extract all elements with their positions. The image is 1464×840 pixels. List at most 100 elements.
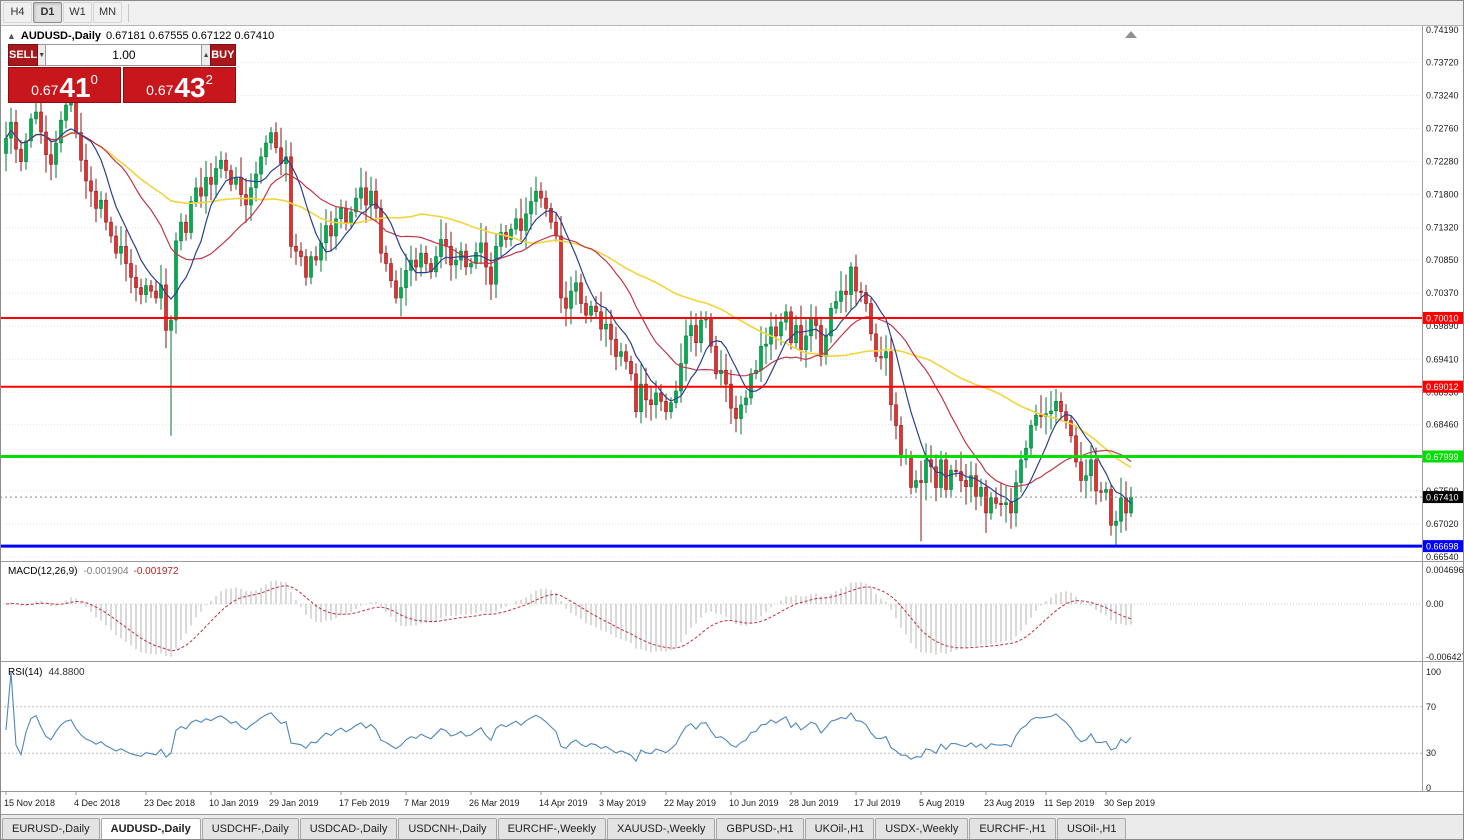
- chart-tabs-bar: EURUSD-,Daily AUDUSD-,Daily USDCHF-,Daily U…: [0, 814, 1464, 840]
- svg-text:22 May 2019: 22 May 2019: [664, 798, 716, 808]
- svg-text:17 Jul 2019: 17 Jul 2019: [854, 798, 901, 808]
- buy-button[interactable]: BUY: [209, 44, 236, 66]
- tab-gbpusd-h1[interactable]: GBPUSD-,H1: [716, 818, 804, 840]
- svg-text:29 Jan 2019: 29 Jan 2019: [269, 798, 319, 808]
- macd-panel-title: MACD(12,26,9) -0.001904 -0.001972: [8, 566, 179, 577]
- tab-usdcnh-daily[interactable]: USDCNH-,Daily: [398, 818, 497, 840]
- tab-audusd-daily[interactable]: AUDUSD-,Daily: [100, 818, 201, 840]
- toolbar-separator: [128, 3, 129, 22]
- moving-average-8: [5, 128, 1132, 504]
- timeframe-d1-button[interactable]: D1: [33, 2, 62, 23]
- svg-text:0.67410: 0.67410: [1426, 493, 1459, 503]
- moving-average-50: [5, 128, 1132, 468]
- chart-shift-icon[interactable]: [1125, 31, 1137, 38]
- svg-text:0.67020: 0.67020: [1426, 519, 1459, 529]
- one-click-trading-panel: SELL ▼ ▲ BUY 0.67 41 0 0.67 43 2: [8, 44, 236, 103]
- svg-text:0.004696: 0.004696: [1426, 565, 1464, 575]
- svg-text:7 Mar 2019: 7 Mar 2019: [404, 798, 450, 808]
- svg-text:26 Mar 2019: 26 Mar 2019: [469, 798, 520, 808]
- buy-price-prefix: 0.67: [146, 82, 174, 98]
- date-axis: 15 Nov 2018 4 Dec 2018 23 Dec 2018 10 Jan 2…: [4, 791, 1155, 808]
- volume-input[interactable]: [45, 44, 203, 66]
- tab-ukoil-h1[interactable]: UKOil-,H1: [804, 818, 875, 840]
- tab-usoil-h1[interactable]: USOil-,H1: [1056, 818, 1127, 840]
- svg-text:0.73720: 0.73720: [1426, 57, 1459, 67]
- sell-price-main: 41: [59, 72, 91, 104]
- chart-title: ▲ AUDUSD-,Daily 0.67181 0.67555 0.67122 …: [7, 30, 274, 42]
- timeframe-buttons: H4 D1 W1 MN: [3, 2, 123, 23]
- axis-price-label: 0.70010: [1423, 311, 1464, 324]
- chart-background: [0, 26, 1464, 814]
- svg-text:0.66540: 0.66540: [1426, 552, 1459, 562]
- tab-usdchf-daily[interactable]: USDCHF-,Daily: [201, 818, 299, 840]
- svg-text:0.73240: 0.73240: [1426, 90, 1459, 100]
- candles[interactable]: [4, 89, 1133, 546]
- macd-signal-value: -0.001972: [133, 566, 179, 577]
- svg-text:28 Jun 2019: 28 Jun 2019: [789, 798, 839, 808]
- axis-price-label: 0.69012: [1423, 380, 1464, 393]
- svg-text:23 Aug 2019: 23 Aug 2019: [984, 798, 1035, 808]
- svg-text:100: 100: [1426, 667, 1441, 677]
- svg-text:0.00: 0.00: [1426, 599, 1444, 609]
- svg-text:0.69410: 0.69410: [1426, 354, 1459, 364]
- sell-price-prefix: 0.67: [31, 82, 59, 98]
- tab-eurusd-daily[interactable]: EURUSD-,Daily: [2, 818, 100, 840]
- tab-usdx-weekly[interactable]: USDX-,Weekly: [875, 818, 969, 840]
- volume-decrease-button[interactable]: ▼: [38, 44, 46, 66]
- tab-usdcad-daily[interactable]: USDCAD-,Daily: [299, 818, 398, 840]
- svg-text:0.72280: 0.72280: [1426, 157, 1459, 167]
- macd-indicator-name: MACD(12,26,9): [8, 566, 78, 577]
- macd-main-value: -0.001904: [83, 566, 129, 577]
- svg-text:5 Aug 2019: 5 Aug 2019: [919, 798, 965, 808]
- timeframe-mn-button[interactable]: MN: [93, 2, 122, 23]
- svg-text:0.74190: 0.74190: [1426, 26, 1459, 35]
- svg-text:10 Jan 2019: 10 Jan 2019: [209, 798, 259, 808]
- svg-text:0.69890: 0.69890: [1426, 321, 1459, 331]
- price-chart-canvas[interactable]: 0.74190 0.73720 0.73240 0.72760 0.72280 0.718…: [0, 26, 1464, 814]
- svg-text:30 Sep 2019: 30 Sep 2019: [1104, 798, 1155, 808]
- svg-text:0.71800: 0.71800: [1426, 190, 1459, 200]
- svg-text:0.69012: 0.69012: [1426, 382, 1459, 392]
- svg-text:11 Sep 2019: 11 Sep 2019: [1044, 798, 1094, 808]
- macd-signal-line: [5, 585, 1132, 652]
- one-click-panel-toggle-icon[interactable]: ▲: [7, 31, 16, 41]
- axis-price-label: 0.67999: [1423, 450, 1464, 463]
- buy-price-main: 43: [174, 72, 206, 104]
- tab-xauusd-weekly[interactable]: XAUUSD-,Weekly: [606, 818, 716, 840]
- svg-text:30: 30: [1426, 748, 1436, 758]
- svg-text:15 Nov 2018: 15 Nov 2018: [4, 798, 55, 808]
- svg-text:0: 0: [1426, 783, 1431, 793]
- svg-text:0.71320: 0.71320: [1426, 223, 1459, 233]
- svg-text:0.70370: 0.70370: [1426, 288, 1459, 298]
- svg-text:0.70010: 0.70010: [1426, 313, 1459, 323]
- svg-text:17 Feb 2019: 17 Feb 2019: [339, 798, 390, 808]
- svg-text:0.72760: 0.72760: [1426, 124, 1459, 134]
- timeframe-w1-button[interactable]: W1: [63, 2, 92, 23]
- svg-text:3 May 2019: 3 May 2019: [599, 798, 646, 808]
- macd-histogram: [10, 580, 1132, 657]
- svg-text:-0.006427: -0.006427: [1426, 652, 1464, 662]
- svg-text:0.67500: 0.67500: [1426, 486, 1459, 496]
- tab-eurchf-h1[interactable]: EURCHF-,H1: [969, 818, 1056, 840]
- toolbar: H4 D1 W1 MN: [0, 0, 1464, 26]
- axis-price-label: 0.67410: [1423, 491, 1464, 504]
- buy-price-sup: 2: [205, 72, 213, 87]
- tab-eurchf-weekly[interactable]: EURCHF-,Weekly: [497, 818, 606, 840]
- sell-button[interactable]: SELL: [8, 44, 39, 66]
- svg-text:0.66698: 0.66698: [1426, 542, 1459, 552]
- axis-price-label: 0.66698: [1423, 540, 1464, 553]
- chart-ohlc-values: 0.67181 0.67555 0.67122 0.67410: [106, 30, 275, 42]
- volume-increase-button[interactable]: ▲: [202, 44, 210, 66]
- svg-text:4 Dec 2018: 4 Dec 2018: [74, 798, 120, 808]
- rsi-indicator-name: RSI(14): [8, 667, 43, 678]
- chart-symbol-label: AUDUSD-,Daily: [20, 30, 101, 42]
- rsi-line: [5, 671, 1132, 763]
- svg-text:70: 70: [1426, 702, 1436, 712]
- svg-text:0.67999: 0.67999: [1426, 452, 1459, 462]
- rsi-value: 44.8800: [48, 667, 85, 678]
- svg-text:14 Apr 2019: 14 Apr 2019: [539, 798, 588, 808]
- sell-price-button[interactable]: 0.67 41 0: [8, 67, 121, 103]
- svg-text:0.70850: 0.70850: [1426, 255, 1459, 265]
- buy-price-button[interactable]: 0.67 43 2: [123, 67, 236, 103]
- timeframe-h4-button[interactable]: H4: [3, 2, 32, 23]
